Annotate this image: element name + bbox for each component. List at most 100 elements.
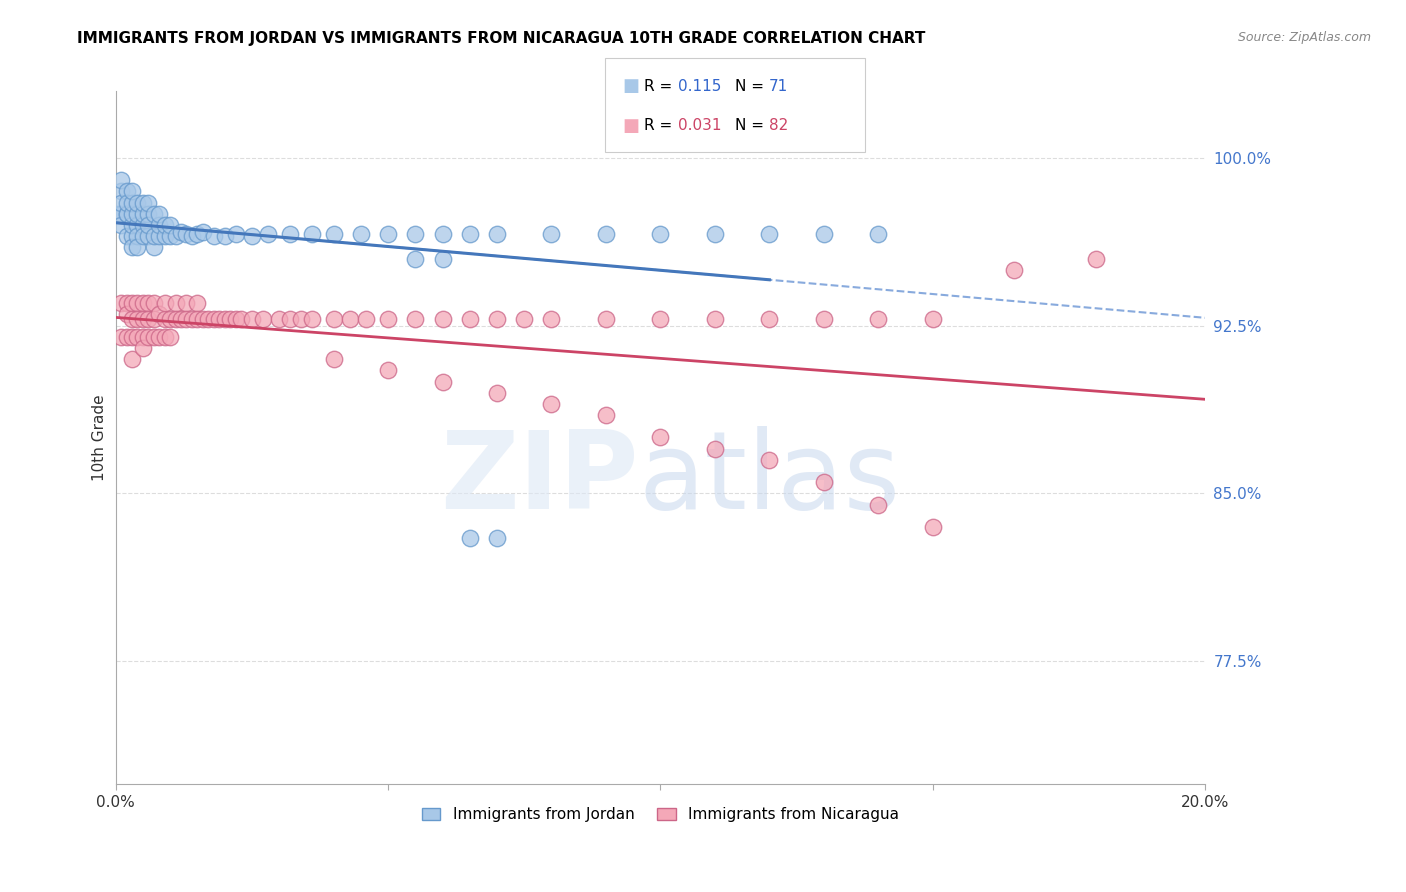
Point [252, 312, 274, 326]
Point [115, 185, 138, 199]
Point [121, 296, 143, 310]
Point [138, 207, 160, 221]
Point [322, 352, 344, 367]
Point [127, 207, 149, 221]
Point [127, 312, 149, 326]
Point [121, 195, 143, 210]
Point [278, 227, 301, 241]
Point [181, 312, 204, 326]
Point [165, 229, 187, 244]
Point [132, 296, 155, 310]
Point [214, 229, 236, 244]
Text: N =: N = [735, 78, 769, 94]
Point [153, 229, 176, 244]
Point [115, 229, 138, 244]
Point [121, 229, 143, 244]
Point [758, 452, 780, 467]
Point [132, 312, 155, 326]
Point [148, 330, 170, 344]
Point [197, 312, 219, 326]
Point [176, 312, 198, 326]
Point [813, 475, 835, 490]
Point [132, 229, 155, 244]
Point [1004, 262, 1026, 277]
Point [186, 296, 208, 310]
Point [921, 520, 943, 534]
Point [142, 296, 165, 310]
Text: ZIP: ZIP [440, 426, 638, 532]
Point [110, 185, 132, 199]
Point [650, 430, 672, 444]
Point [127, 195, 149, 210]
Text: 82: 82 [769, 119, 789, 134]
Point [485, 227, 508, 241]
Point [703, 227, 725, 241]
Point [703, 312, 725, 326]
Point [127, 330, 149, 344]
Point [138, 195, 160, 210]
Point [432, 312, 454, 326]
Point [153, 312, 176, 326]
Text: 71: 71 [769, 78, 789, 94]
Point [202, 312, 225, 326]
Point [138, 312, 160, 326]
Point [153, 330, 176, 344]
Point [458, 531, 481, 545]
Point [301, 312, 323, 326]
Legend: Immigrants from Jordan, Immigrants from Nicaragua: Immigrants from Jordan, Immigrants from … [416, 801, 905, 829]
Point [432, 252, 454, 266]
Point [377, 363, 399, 377]
Point [132, 341, 155, 355]
Text: 0.115: 0.115 [678, 78, 721, 94]
Point [132, 207, 155, 221]
Point [758, 312, 780, 326]
Point [159, 312, 181, 326]
Point [219, 312, 242, 326]
Point [115, 296, 138, 310]
Point [115, 330, 138, 344]
Point [191, 225, 214, 239]
Point [813, 227, 835, 241]
Point [176, 227, 198, 241]
Point [110, 207, 132, 221]
Point [121, 312, 143, 326]
Point [121, 240, 143, 254]
Point [485, 531, 508, 545]
Point [127, 296, 149, 310]
Point [142, 229, 165, 244]
Text: 0.031: 0.031 [678, 119, 721, 134]
Text: IMMIGRANTS FROM JORDAN VS IMMIGRANTS FROM NICARAGUA 10TH GRADE CORRELATION CHART: IMMIGRANTS FROM JORDAN VS IMMIGRANTS FRO… [77, 31, 925, 46]
Point [110, 296, 132, 310]
Point [165, 296, 187, 310]
Point [229, 312, 252, 326]
Point [110, 330, 132, 344]
Point [186, 227, 208, 241]
Point [115, 195, 138, 210]
Point [458, 312, 481, 326]
Point [121, 185, 143, 199]
Point [354, 312, 377, 326]
Point [115, 207, 138, 221]
Point [181, 229, 204, 244]
Text: R =: R = [644, 78, 678, 94]
Point [115, 207, 138, 221]
Point [121, 352, 143, 367]
Text: ■: ■ [623, 117, 640, 135]
Point [159, 218, 181, 232]
Point [107, 207, 129, 221]
Y-axis label: 10th Grade: 10th Grade [93, 394, 107, 481]
Point [404, 312, 426, 326]
Point [301, 227, 323, 241]
Point [191, 312, 214, 326]
Point [110, 173, 132, 187]
Text: R =: R = [644, 119, 678, 134]
Point [868, 498, 890, 512]
Point [240, 312, 263, 326]
Point [214, 312, 236, 326]
Point [267, 312, 290, 326]
Point [432, 227, 454, 241]
Point [132, 218, 155, 232]
Point [377, 312, 399, 326]
Point [322, 312, 344, 326]
Point [868, 312, 890, 326]
